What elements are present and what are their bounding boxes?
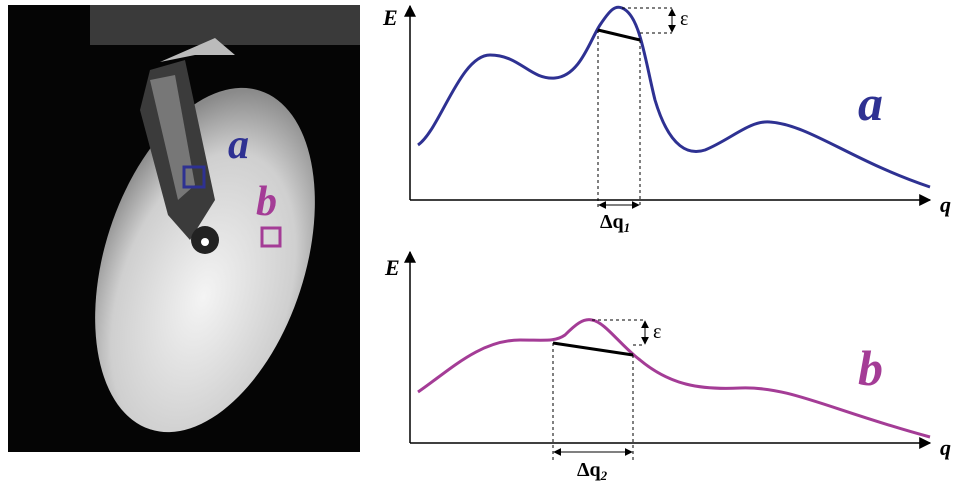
- delta-q-label: Δq1: [600, 211, 630, 235]
- y-axis-label: E: [382, 5, 398, 30]
- hub-center: [201, 238, 209, 246]
- energy-curve: [417, 5, 931, 189]
- x-axis-label: q: [940, 435, 951, 460]
- energy-curve: [417, 318, 931, 439]
- marker-a: [182, 165, 206, 189]
- delta-q-text: Δq: [600, 211, 624, 233]
- photo-label-b: b: [256, 179, 277, 225]
- delta-q-text: Δq: [577, 459, 601, 481]
- delta-q-label: Δq2: [577, 459, 608, 483]
- guides: [597, 7, 672, 208]
- photo-label-a: a: [228, 122, 249, 168]
- barrier-line: [597, 28, 641, 42]
- barrier-line: [552, 341, 634, 357]
- disc: [95, 87, 315, 433]
- guides: [552, 319, 645, 460]
- photo: a b: [8, 5, 360, 452]
- x-axis-label: q: [940, 192, 951, 217]
- panel-label: b: [858, 340, 883, 396]
- photo-top-band: [90, 5, 360, 45]
- tab: [160, 38, 235, 62]
- delta-q-sub: 1: [624, 220, 631, 235]
- epsilon-label: ε: [680, 8, 688, 30]
- epsilon-label: ε: [653, 321, 661, 343]
- marker-b: [260, 226, 282, 248]
- panel-b: E q ε Δq2 b: [384, 250, 951, 483]
- panel-a: E q ε Δq1 a: [382, 4, 951, 235]
- y-axis-label: E: [384, 255, 400, 280]
- delta-q-sub: 2: [600, 468, 608, 483]
- panel-label: a: [858, 75, 883, 131]
